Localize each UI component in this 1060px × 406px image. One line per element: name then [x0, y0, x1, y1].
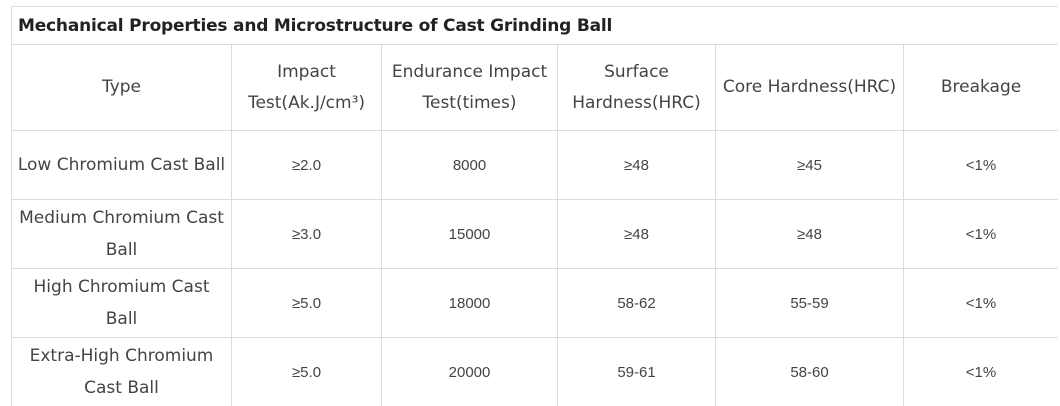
- cell-impact-test: ≥5.0: [232, 338, 382, 406]
- table-row: Medium Chromium Cast Ball ≥3.0 15000 ≥48…: [12, 200, 1059, 269]
- table-row: Low Chromium Cast Ball ≥2.0 8000 ≥48 ≥45…: [12, 131, 1059, 200]
- properties-table-container: Mechanical Properties and Microstructure…: [11, 6, 1058, 406]
- table-title: Mechanical Properties and Microstructure…: [12, 7, 1059, 45]
- header-surface-hardness: Surface Hardness(HRC): [558, 45, 716, 131]
- cell-type: Low Chromium Cast Ball: [12, 131, 232, 200]
- cell-breakage: <1%: [904, 338, 1059, 406]
- header-core-hardness: Core Hardness(HRC): [716, 45, 904, 131]
- cell-surface-hardness: ≥48: [558, 200, 716, 269]
- cell-endurance-impact-test: 8000: [382, 131, 558, 200]
- table-row: High Chromium Cast Ball ≥5.0 18000 58-62…: [12, 269, 1059, 338]
- cell-surface-hardness: 59-61: [558, 338, 716, 406]
- cell-surface-hardness: ≥48: [558, 131, 716, 200]
- header-breakage: Breakage: [904, 45, 1059, 131]
- table-row: Extra-High Chromium Cast Ball ≥5.0 20000…: [12, 338, 1059, 406]
- cell-type: Medium Chromium Cast Ball: [12, 200, 232, 269]
- cell-endurance-impact-test: 15000: [382, 200, 558, 269]
- header-type: Type: [12, 45, 232, 131]
- cell-core-hardness: ≥45: [716, 131, 904, 200]
- header-impact-test: Impact Test(Ak.J/cm³): [232, 45, 382, 131]
- cell-impact-test: ≥2.0: [232, 131, 382, 200]
- table-title-row: Mechanical Properties and Microstructure…: [12, 7, 1059, 45]
- table-header-row: Type Impact Test(Ak.J/cm³) Endurance Imp…: [12, 45, 1059, 131]
- cell-core-hardness: 55-59: [716, 269, 904, 338]
- cell-breakage: <1%: [904, 269, 1059, 338]
- cell-type: High Chromium Cast Ball: [12, 269, 232, 338]
- cell-surface-hardness: 58-62: [558, 269, 716, 338]
- cell-endurance-impact-test: 20000: [382, 338, 558, 406]
- cell-endurance-impact-test: 18000: [382, 269, 558, 338]
- cell-core-hardness: ≥48: [716, 200, 904, 269]
- cell-type: Extra-High Chromium Cast Ball: [12, 338, 232, 406]
- cell-breakage: <1%: [904, 200, 1059, 269]
- header-endurance-impact-test: Endurance Impact Test(times): [382, 45, 558, 131]
- cell-core-hardness: 58-60: [716, 338, 904, 406]
- cell-impact-test: ≥5.0: [232, 269, 382, 338]
- properties-table: Mechanical Properties and Microstructure…: [11, 6, 1058, 406]
- cell-impact-test: ≥3.0: [232, 200, 382, 269]
- cell-breakage: <1%: [904, 131, 1059, 200]
